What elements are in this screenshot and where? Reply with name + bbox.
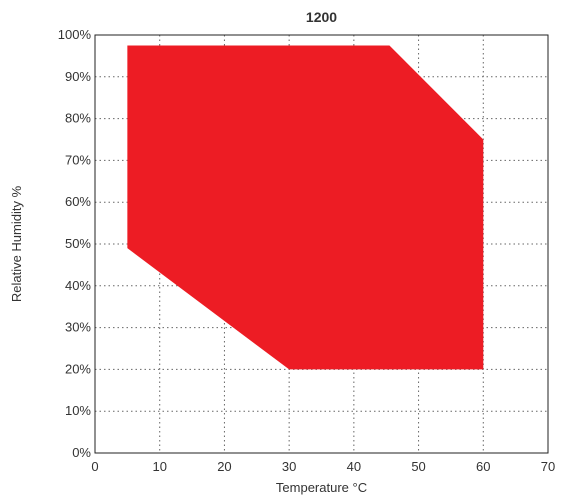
y-tick-label-60: 60% — [65, 194, 91, 209]
y-tick-label-10: 10% — [65, 403, 91, 418]
y-axis-title: Relative Humidity % — [9, 185, 24, 302]
y-tick-label-20: 20% — [65, 361, 91, 376]
y-tick-label-90: 90% — [65, 69, 91, 84]
data-area-layer — [127, 45, 484, 370]
x-tick-label-40: 40 — [347, 459, 361, 474]
y-tick-label-0: 0% — [72, 445, 91, 460]
operating-range-area-0 — [127, 45, 484, 370]
x-tick-label-30: 30 — [282, 459, 296, 474]
chart-title: 1200 — [306, 9, 337, 25]
y-tick-label-40: 40% — [65, 278, 91, 293]
x-axis-ticks: 0 10 20 30 40 50 60 70 — [91, 459, 555, 474]
y-axis-ticks: 0% 10% 20% 30% 40% 50% 60% 70% 80% 90% 100% — [58, 27, 92, 460]
x-tick-label-70: 70 — [541, 459, 555, 474]
plot-frame — [94, 34, 549, 454]
x-tick-label-20: 20 — [217, 459, 231, 474]
x-tick-label-10: 10 — [152, 459, 166, 474]
y-tick-label-100: 100% — [58, 27, 92, 42]
x-tick-label-50: 50 — [411, 459, 425, 474]
x-tick-label-0: 0 — [91, 459, 98, 474]
y-tick-label-30: 30% — [65, 320, 91, 335]
y-tick-label-70: 70% — [65, 152, 91, 167]
x-axis-title: Temperature °C — [276, 480, 367, 495]
y-tick-label-50: 50% — [65, 236, 91, 251]
y-tick-label-80: 80% — [65, 111, 91, 126]
x-tick-label-60: 60 — [476, 459, 490, 474]
